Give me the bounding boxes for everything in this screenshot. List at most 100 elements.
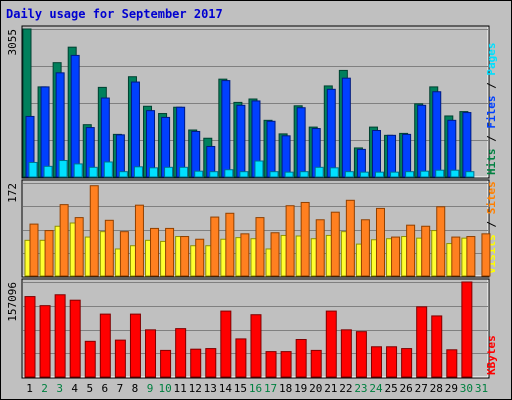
bar-pages-day-20 bbox=[314, 166, 324, 178]
day-label-29: 29 bbox=[445, 382, 458, 395]
bar-kbytes-day-12 bbox=[190, 348, 202, 378]
bar-sites-day-9 bbox=[150, 227, 160, 277]
bar-files-day-15 bbox=[236, 104, 246, 178]
bar-sites-day-11 bbox=[180, 236, 190, 277]
bar-files-day-28 bbox=[432, 91, 442, 178]
bar-kbytes-day-30 bbox=[461, 281, 473, 378]
bar-sites-day-27 bbox=[421, 225, 431, 277]
bar-files-day-17 bbox=[266, 120, 276, 178]
bar-kbytes-day-23 bbox=[355, 331, 367, 378]
bar-kbytes-day-18 bbox=[280, 351, 292, 378]
day-label-31: 31 bbox=[475, 382, 488, 395]
bar-sites-day-31 bbox=[481, 233, 491, 277]
bar-kbytes-day-13 bbox=[205, 348, 217, 378]
bar-kbytes-day-11 bbox=[175, 328, 187, 378]
bar-pages-day-5 bbox=[88, 166, 98, 178]
bar-kbytes-day-24 bbox=[370, 346, 382, 378]
bar-sites-day-5 bbox=[89, 185, 99, 277]
day-label-6: 6 bbox=[102, 382, 109, 395]
bar-pages-day-10 bbox=[164, 166, 174, 178]
bar-kbytes-day-26 bbox=[401, 348, 413, 378]
bar-files-day-19 bbox=[296, 107, 306, 178]
bar-kbytes-day-16 bbox=[250, 314, 262, 378]
series-label-part: Pages bbox=[485, 43, 498, 76]
bar-pages-day-3 bbox=[58, 160, 68, 178]
day-label-1: 1 bbox=[26, 382, 33, 395]
series-label-part: Hits bbox=[485, 149, 498, 176]
bar-pages-day-18 bbox=[284, 171, 294, 178]
bar-kbytes-day-22 bbox=[340, 329, 352, 378]
bar-kbytes-day-27 bbox=[416, 306, 428, 378]
bar-sites-day-29 bbox=[451, 236, 461, 277]
bar-kbytes-day-28 bbox=[431, 315, 443, 378]
y-max-label: 3055 bbox=[6, 29, 19, 56]
bar-kbytes-day-8 bbox=[129, 313, 141, 378]
bar-sites-day-15 bbox=[240, 233, 250, 277]
bar-pages-day-11 bbox=[179, 166, 189, 178]
day-label-23: 23 bbox=[354, 382, 367, 395]
bar-sites-day-6 bbox=[104, 219, 114, 277]
bar-files-day-22 bbox=[341, 77, 351, 178]
day-label-12: 12 bbox=[189, 382, 202, 395]
bar-kbytes-day-9 bbox=[145, 329, 157, 378]
day-label-28: 28 bbox=[430, 382, 443, 395]
bar-sites-day-21 bbox=[330, 211, 340, 277]
series-label-part: Files bbox=[485, 96, 498, 129]
bar-sites-day-22 bbox=[345, 199, 355, 277]
bar-pages-day-17 bbox=[269, 171, 279, 178]
bar-sites-day-30 bbox=[466, 236, 476, 277]
bar-kbytes-day-6 bbox=[99, 313, 111, 378]
bar-sites-day-24 bbox=[375, 207, 385, 277]
day-label-21: 21 bbox=[324, 382, 337, 395]
panel-top: 3055 Hits / Files / Pages bbox=[6, 25, 498, 179]
bar-pages-day-2 bbox=[43, 165, 53, 178]
bar-kbytes-day-21 bbox=[325, 310, 337, 378]
bar-sites-day-8 bbox=[134, 204, 144, 277]
bar-pages-day-7 bbox=[118, 171, 128, 178]
day-label-11: 11 bbox=[174, 382, 187, 395]
bar-kbytes-day-15 bbox=[235, 338, 247, 378]
bar-pages-day-12 bbox=[194, 170, 204, 178]
bar-files-day-9 bbox=[146, 110, 156, 178]
bar-kbytes-day-29 bbox=[446, 349, 458, 378]
bar-files-day-2 bbox=[40, 86, 50, 178]
bar-kbytes-day-4 bbox=[69, 299, 81, 378]
bar-pages-day-23 bbox=[359, 171, 369, 178]
panel-border bbox=[21, 25, 490, 179]
bar-kbytes-day-25 bbox=[386, 346, 398, 378]
day-label-24: 24 bbox=[369, 382, 383, 395]
bar-kbytes-day-1 bbox=[24, 296, 36, 378]
chart-title: Daily usage for September 2017 bbox=[6, 7, 223, 21]
series-label-part: Sites bbox=[485, 181, 498, 214]
bar-files-day-27 bbox=[417, 104, 427, 178]
bar-files-day-24 bbox=[371, 129, 381, 178]
day-label-15: 15 bbox=[234, 382, 247, 395]
day-label-22: 22 bbox=[339, 382, 352, 395]
bar-files-day-4 bbox=[70, 54, 80, 178]
bar-pages-day-29 bbox=[450, 169, 460, 178]
bar-sites-day-17 bbox=[270, 232, 280, 277]
day-label-19: 19 bbox=[294, 382, 307, 395]
y-max-label: 157096 bbox=[6, 282, 19, 322]
bar-sites-day-14 bbox=[225, 212, 235, 277]
bar-pages-day-21 bbox=[329, 167, 339, 178]
bar-pages-day-9 bbox=[149, 167, 159, 178]
day-label-25: 25 bbox=[384, 382, 397, 395]
day-label-8: 8 bbox=[132, 382, 139, 395]
day-label-18: 18 bbox=[279, 382, 292, 395]
day-label-13: 13 bbox=[204, 382, 217, 395]
day-label-14: 14 bbox=[219, 382, 233, 395]
bar-kbytes-day-20 bbox=[310, 349, 322, 378]
bar-files-day-25 bbox=[387, 134, 397, 178]
day-label-17: 17 bbox=[264, 382, 277, 395]
bar-pages-day-6 bbox=[103, 161, 113, 178]
bar-files-day-26 bbox=[402, 133, 412, 178]
day-label-27: 27 bbox=[415, 382, 428, 395]
day-label-30: 30 bbox=[460, 382, 473, 395]
bar-files-day-18 bbox=[281, 135, 291, 178]
bar-sites-day-25 bbox=[391, 236, 401, 277]
series-label-part: / bbox=[485, 129, 498, 149]
bar-kbytes-day-17 bbox=[265, 351, 277, 378]
bar-pages-day-13 bbox=[209, 171, 219, 178]
